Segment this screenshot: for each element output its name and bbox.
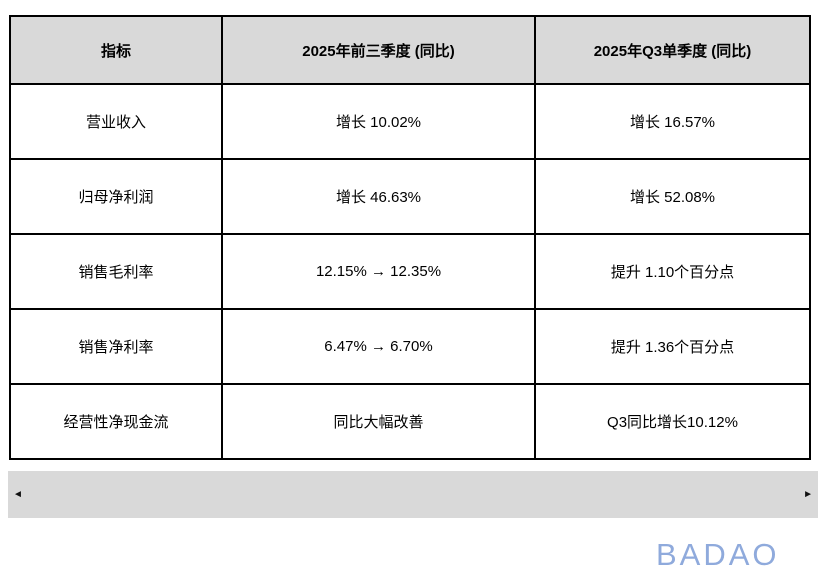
cell-ytd: 增长 46.63% (221, 158, 536, 235)
financial-metrics-table: 指标 2025年前三季度 (同比) 2025年Q3单季度 (同比) 营业收入 增… (9, 15, 811, 460)
header-cell-metric: 指标 (9, 15, 223, 85)
table-row: 经营性净现金流 同比大幅改善 Q3同比增长10.12% (9, 383, 811, 460)
cell-ytd: 12.15% → 12.35% (221, 233, 536, 310)
badao-watermark: BADAO (656, 537, 780, 572)
scroll-left-arrow-icon[interactable]: ◄ (13, 488, 23, 500)
table-row: 营业收入 增长 10.02% 增长 16.57% (9, 83, 811, 160)
cell-q3: 增长 52.08% (534, 158, 811, 235)
cell-ytd: 增长 10.02% (221, 83, 536, 160)
header-cell-q3: 2025年Q3单季度 (同比) (534, 15, 811, 85)
cell-q3: 提升 1.10个百分点 (534, 233, 811, 310)
table-row: 归母净利润 增长 46.63% 增长 52.08% (9, 158, 811, 235)
cell-q3: 增长 16.57% (534, 83, 811, 160)
table-header-row: 指标 2025年前三季度 (同比) 2025年Q3单季度 (同比) (9, 15, 811, 85)
cell-metric: 经营性净现金流 (9, 383, 223, 460)
cell-ytd: 同比大幅改善 (221, 383, 536, 460)
scroll-right-arrow-icon[interactable]: ► (803, 488, 813, 500)
table-row: 销售净利率 6.47% → 6.70% 提升 1.36个百分点 (9, 308, 811, 385)
table-row: 销售毛利率 12.15% → 12.35% 提升 1.10个百分点 (9, 233, 811, 310)
horizontal-scrollbar[interactable]: ◄ ► (8, 471, 818, 518)
cell-metric: 营业收入 (9, 83, 223, 160)
cell-q3: Q3同比增长10.12% (534, 383, 811, 460)
cell-metric: 销售净利率 (9, 308, 223, 385)
cell-ytd: 6.47% → 6.70% (221, 308, 536, 385)
cell-q3: 提升 1.36个百分点 (534, 308, 811, 385)
cell-metric: 归母净利润 (9, 158, 223, 235)
cell-metric: 销售毛利率 (9, 233, 223, 310)
header-cell-ytd: 2025年前三季度 (同比) (221, 15, 536, 85)
